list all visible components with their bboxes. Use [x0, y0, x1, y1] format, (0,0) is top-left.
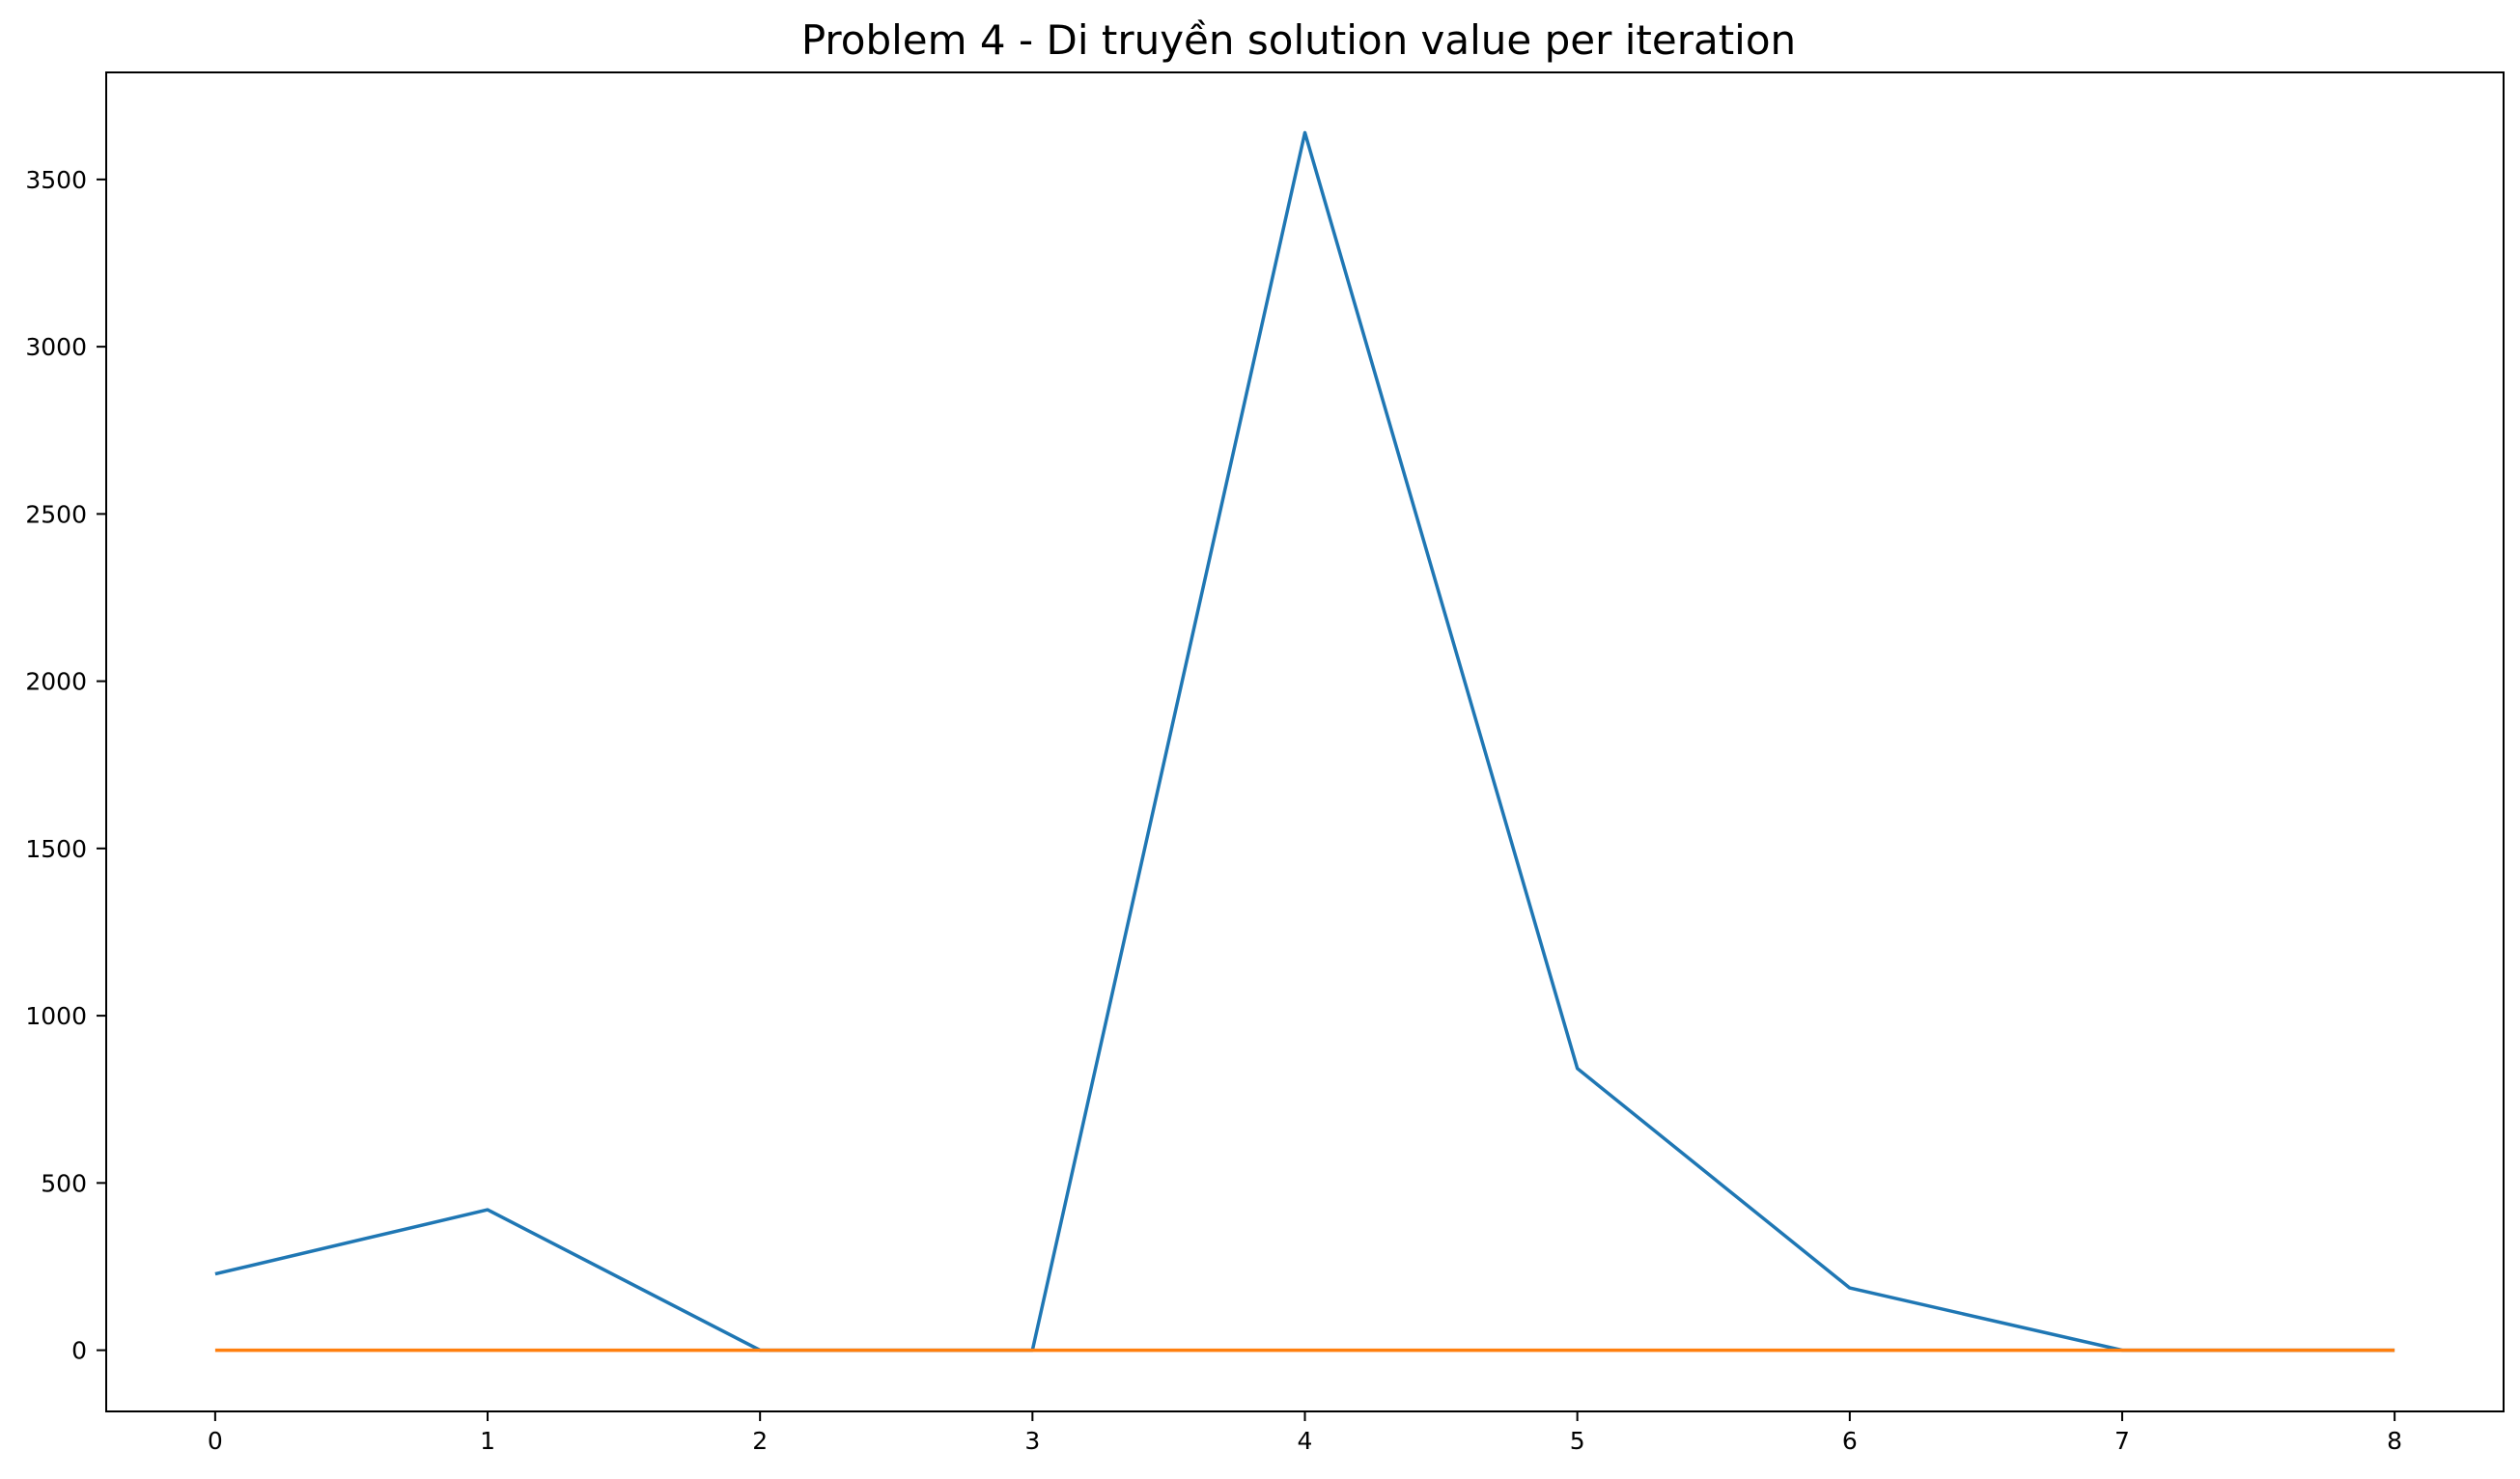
series-line-1 — [214, 130, 2395, 1353]
x-tick-label: 7 — [2114, 1427, 2130, 1455]
y-tick-label: 0 — [71, 1337, 87, 1365]
y-tick-label: 2000 — [25, 668, 87, 696]
y-tick-label: 1500 — [25, 835, 87, 863]
x-tick-label: 3 — [1024, 1427, 1040, 1455]
x-tick-label: 0 — [208, 1427, 223, 1455]
plot-area: 0 1 2 3 4 5 6 7 8 0 500 1000 1500 2000 2500 3000 3500 — [25, 130, 2402, 1455]
y-tick-label: 1000 — [25, 1002, 87, 1030]
x-tick-label: 8 — [2387, 1427, 2402, 1455]
y-tick-label: 3000 — [25, 333, 87, 361]
x-tick-label: 4 — [1298, 1427, 1313, 1455]
y-tick-label: 500 — [41, 1169, 87, 1197]
y-tick-label: 2500 — [25, 500, 87, 528]
chart-title: Problem 4 - Di truyền solution value per… — [801, 16, 1796, 64]
x-tick-label: 2 — [752, 1427, 768, 1455]
x-tick-label: 5 — [1570, 1427, 1585, 1455]
axes-frame — [105, 71, 2505, 1412]
x-tick-label: 6 — [1842, 1427, 1858, 1455]
y-tick-label: 3500 — [25, 166, 87, 194]
x-tick-label: 1 — [480, 1427, 495, 1455]
